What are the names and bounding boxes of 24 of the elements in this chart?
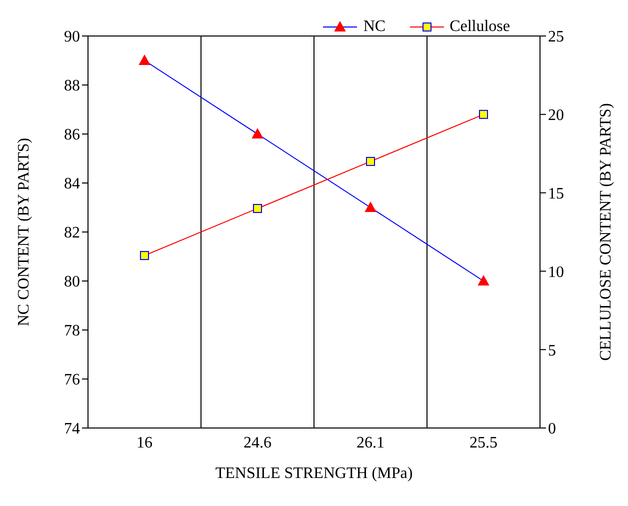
- y2-tick-label: 10: [548, 264, 564, 281]
- y-tick-label: 86: [64, 126, 80, 144]
- x-tick-label: 26.1: [356, 434, 384, 452]
- y2-tick-label: 0: [548, 420, 556, 438]
- y2-tick-label: 15: [548, 185, 564, 202]
- x-tick-label: 16: [136, 434, 152, 452]
- legend-label: Cellulose: [448, 18, 510, 36]
- y-tick-label: 74: [64, 420, 80, 438]
- x-tick-label: 25.5: [470, 434, 498, 452]
- y2-tick-label: 25: [548, 28, 564, 46]
- y-tick-label: 78: [64, 322, 80, 340]
- y-tick-label: 76: [64, 372, 80, 389]
- y-tick-label: 84: [64, 176, 80, 193]
- y2-tick-label: 5: [548, 342, 556, 360]
- y-tick-label: 82: [64, 224, 80, 242]
- y2-tick-label: 20: [548, 107, 564, 124]
- y-axis-title: NC CONTENT (BY PARTS): [16, 138, 33, 326]
- y-tick-label: 88: [64, 78, 80, 95]
- x-tick-label: 24.6: [244, 434, 272, 452]
- legend-label: NC: [362, 18, 386, 36]
- y2-axis-title: CELLULOSE CONTENT (BY PARTS): [598, 103, 615, 361]
- y-tick-label: 80: [64, 274, 80, 291]
- y-tick-label: 90: [64, 28, 80, 46]
- x-axis-title: TENSILE STRENGTH (MPa): [215, 465, 413, 482]
